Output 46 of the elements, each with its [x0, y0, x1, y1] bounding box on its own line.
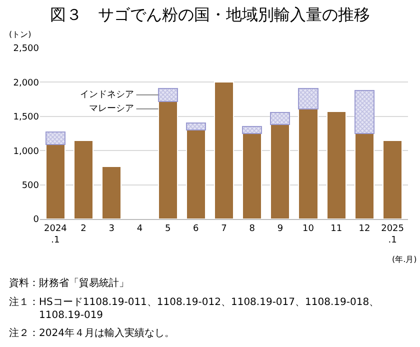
x-tick-label: 2	[80, 224, 86, 234]
y-tick-label: 2,500	[13, 44, 40, 54]
y-tick-label: 500	[22, 180, 40, 191]
y-axis-title: (トン)	[9, 30, 32, 39]
y-tick-label: 1,000	[13, 146, 40, 157]
x-tick-label: 8	[249, 224, 256, 234]
bar	[158, 88, 178, 102]
bar	[298, 88, 318, 110]
y-tick-label: 2,000	[13, 78, 40, 88]
chart-title: 図３ サゴでん粉の国・地域別輸入量の推移	[50, 4, 370, 24]
bar	[382, 140, 403, 219]
bar	[354, 90, 375, 134]
y-tick-label: 1,500	[13, 112, 40, 123]
x-tick-label: 2024 .1	[44, 224, 68, 246]
bar	[186, 122, 206, 131]
bar	[270, 112, 290, 126]
x-tick-label: 3	[108, 224, 114, 234]
x-axis-title: (年.月)	[392, 255, 417, 264]
bar	[73, 140, 94, 219]
text: 注２：2024年４月は輸入実績なし。	[9, 327, 174, 339]
bar	[214, 82, 234, 219]
x-tick-label: 9	[277, 224, 284, 234]
x-tick-label: 12	[358, 224, 370, 234]
text: インドネシア	[80, 90, 134, 100]
text: マレーシア	[89, 104, 134, 114]
x-tick-label: 7	[221, 224, 227, 234]
text: 注１：HSコード1108.19-011、1108.19-012、1108.19-017、1108.19-018、 1108.19-019	[9, 296, 380, 321]
bar	[242, 133, 262, 219]
x-tick-label: 10	[302, 224, 314, 234]
bar	[102, 166, 122, 219]
bar	[158, 100, 178, 219]
x-tick-label: 2025 .1	[381, 224, 404, 246]
y-tick-label: 0	[33, 215, 40, 226]
bar	[186, 130, 206, 219]
bar	[354, 133, 375, 219]
x-tick-label: 5	[164, 224, 171, 234]
text: 資料：財務省「貿易統計」	[9, 277, 129, 289]
bar	[298, 108, 318, 219]
bar	[45, 144, 66, 219]
x-tick-label: 4	[136, 224, 143, 234]
x-tick-label: 11	[330, 224, 342, 234]
x-tick-label: 6	[193, 224, 200, 234]
bar	[326, 111, 346, 219]
bar	[242, 126, 262, 134]
bar	[45, 132, 66, 145]
bar	[270, 124, 290, 219]
